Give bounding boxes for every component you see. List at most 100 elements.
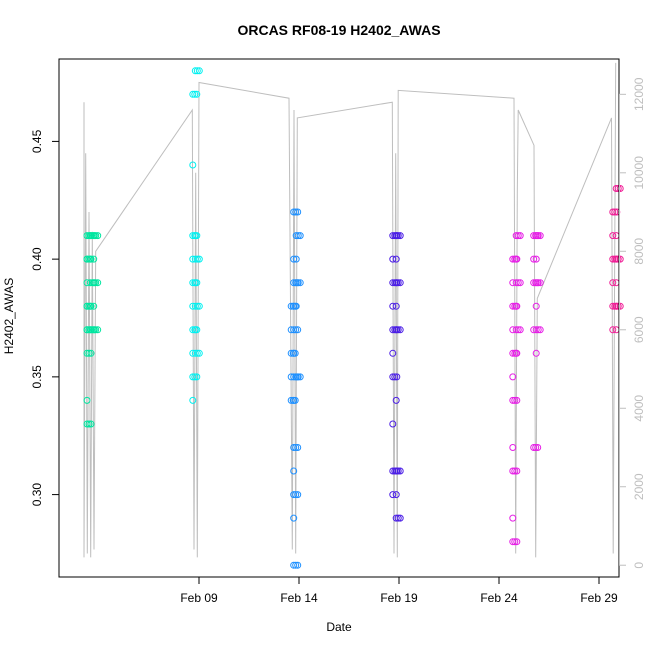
data-point — [189, 396, 197, 404]
data-point — [90, 279, 98, 287]
data-point — [292, 208, 300, 216]
data-point — [509, 444, 517, 451]
data-point — [292, 232, 300, 240]
data-point — [394, 326, 402, 334]
data-point — [290, 302, 298, 310]
data-point — [92, 279, 100, 287]
data-point — [509, 467, 517, 475]
data-point — [191, 232, 199, 240]
data-point — [514, 232, 522, 240]
data-point — [83, 420, 91, 428]
data-point — [195, 349, 203, 357]
altitude-layer — [83, 62, 617, 558]
data-point — [392, 514, 400, 522]
data-point — [87, 420, 95, 428]
data-point — [294, 561, 302, 569]
data-point — [292, 561, 300, 569]
data-point — [511, 396, 519, 404]
data-point — [292, 491, 300, 499]
data-point — [191, 279, 199, 287]
data-point — [290, 514, 298, 522]
data-point — [90, 255, 98, 263]
data-point — [392, 279, 400, 287]
data-point — [530, 255, 538, 263]
data-point — [509, 538, 517, 546]
data-point — [83, 232, 91, 240]
data-point — [86, 302, 94, 310]
data-point — [509, 514, 517, 522]
data-point — [94, 279, 102, 287]
y2-tick-label: 10000 — [632, 156, 646, 190]
data-point — [389, 373, 397, 381]
data-point — [86, 232, 94, 240]
data-point — [191, 349, 199, 357]
data-point — [609, 302, 617, 310]
data-point — [532, 232, 540, 240]
data-point — [389, 279, 397, 287]
data-point — [396, 467, 404, 475]
data-point — [511, 538, 519, 546]
data-point — [189, 326, 197, 334]
data-point — [86, 279, 94, 287]
data-point — [536, 326, 544, 334]
data-point — [392, 491, 400, 499]
data-point — [509, 373, 517, 381]
data-point — [396, 326, 404, 334]
data-point — [532, 279, 540, 287]
data-point — [516, 279, 524, 287]
data-point — [394, 279, 402, 287]
data-point — [512, 232, 520, 240]
data-point — [616, 255, 624, 263]
data-point — [512, 279, 520, 287]
data-point — [290, 349, 298, 357]
y-tick-label: 0.40 — [30, 247, 44, 271]
data-point — [532, 255, 540, 263]
data-point — [195, 302, 203, 310]
data-point — [389, 420, 397, 428]
data-point — [392, 467, 400, 475]
data-point — [392, 302, 400, 310]
data-point — [193, 373, 201, 381]
data-point — [86, 326, 94, 334]
data-point — [532, 326, 540, 334]
data-point — [191, 90, 199, 98]
y2-tick-label: 0 — [632, 562, 646, 569]
data-point — [85, 349, 93, 357]
data-point — [193, 255, 201, 263]
data-point — [83, 255, 91, 263]
data-point — [609, 326, 617, 334]
data-point — [392, 255, 400, 263]
data-point — [191, 255, 199, 263]
data-point — [513, 467, 521, 475]
data-point — [389, 302, 397, 310]
data-point — [94, 232, 102, 240]
data-point — [511, 467, 519, 475]
data-point — [191, 67, 199, 75]
data-point — [389, 255, 397, 263]
data-point — [90, 232, 98, 240]
data-point — [514, 279, 522, 287]
data-point — [287, 396, 295, 404]
y2-tick-label: 2000 — [632, 473, 646, 500]
data-point — [189, 279, 197, 287]
data-point — [393, 373, 401, 381]
data-point — [191, 373, 199, 381]
axes-layer: Feb 09 Feb 14 Feb 19 Feb 24 Feb 29 0.30 0.35 0.… — [30, 58, 646, 605]
data-point — [389, 326, 397, 334]
data-point — [389, 232, 397, 240]
x-tick-label: Feb 24 — [480, 591, 518, 605]
data-point — [532, 349, 540, 357]
data-point — [536, 279, 544, 287]
data-point — [287, 349, 295, 357]
data-point — [609, 232, 617, 240]
data-point — [396, 279, 404, 287]
x-tick-label: Feb 19 — [380, 591, 418, 605]
data-point — [534, 279, 542, 287]
data-point — [83, 279, 91, 287]
data-point — [294, 491, 302, 499]
data-point — [534, 444, 542, 451]
data-point — [391, 373, 399, 381]
data-point — [189, 232, 197, 240]
data-point — [614, 302, 622, 310]
data-point — [394, 514, 402, 522]
